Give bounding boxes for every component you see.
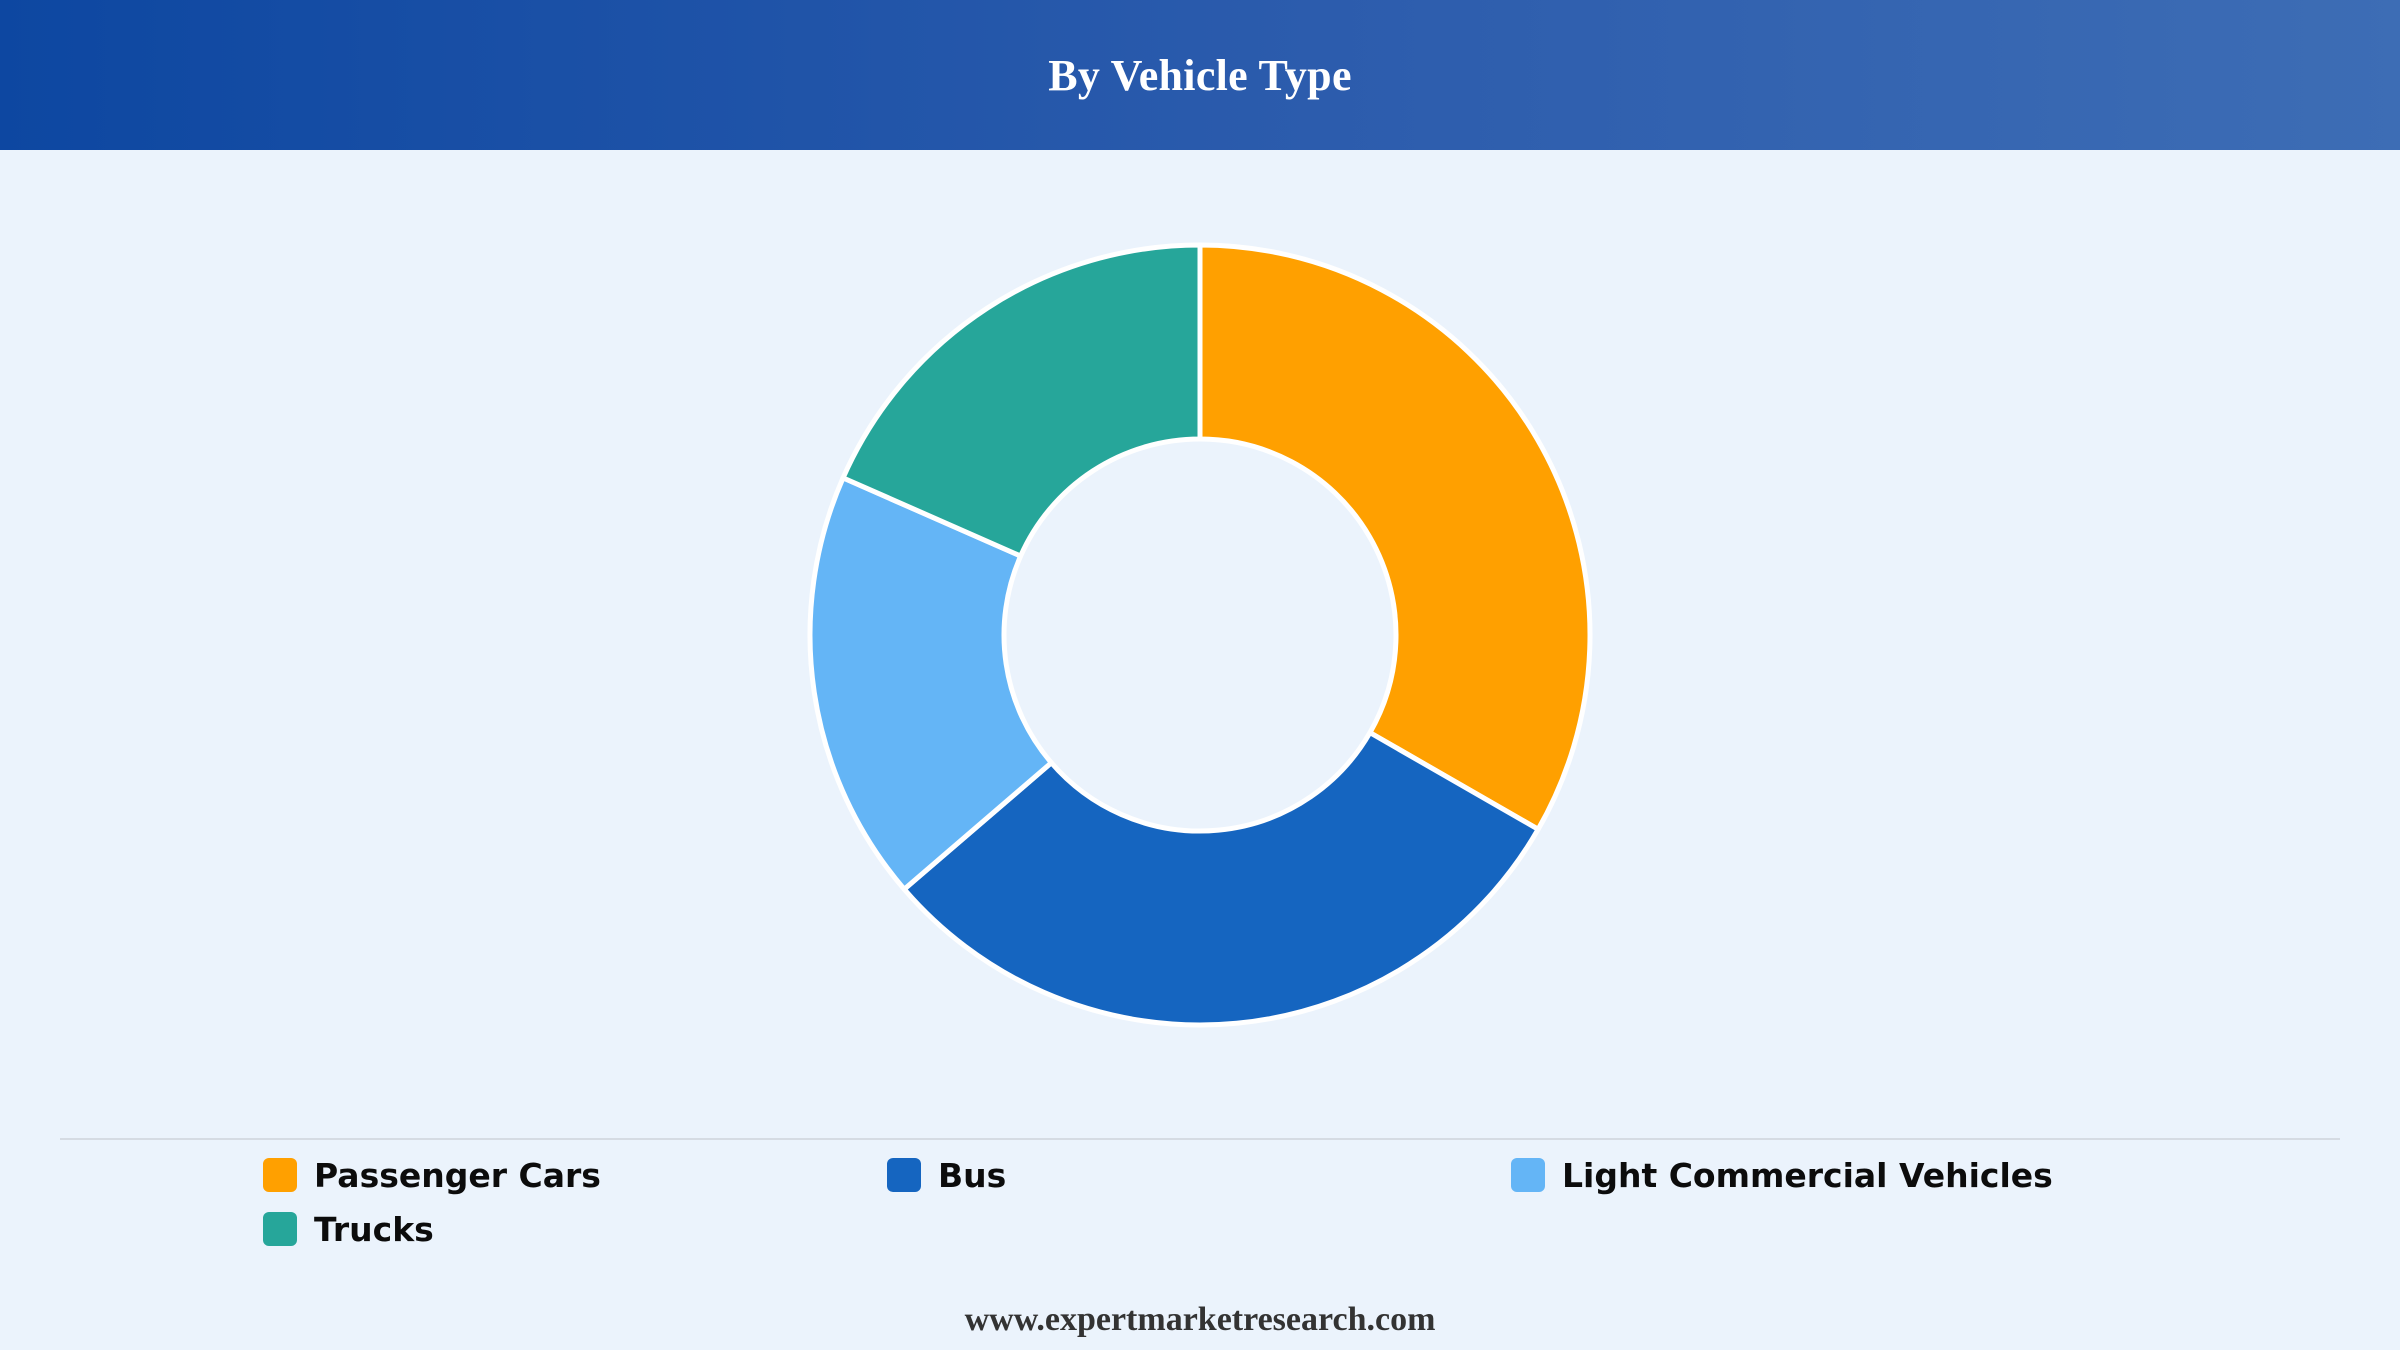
legend-swatch-bus [887, 1158, 921, 1192]
chart-title: By Vehicle Type [1048, 50, 1352, 100]
legend-item-light-commercial-vehicles[interactable]: Light Commercial Vehicles [1511, 1150, 2053, 1200]
legend-label: Light Commercial Vehicles [1562, 1155, 2053, 1195]
chart-header: By Vehicle Type [0, 0, 2400, 150]
legend-label: Trucks [314, 1209, 434, 1249]
legend-swatch-passenger-cars [263, 1158, 297, 1192]
donut-chart [807, 242, 1593, 1028]
footer: www.expertmarketresearch.com [0, 1290, 2400, 1350]
chart-area [0, 150, 2400, 1135]
legend-divider [60, 1138, 2340, 1140]
chart-legend: Passenger Cars Bus Light Commercial Vehi… [0, 1150, 2400, 1270]
slice-passenger-cars[interactable] [1197, 242, 1593, 832]
slice-light-commercial-vehicles[interactable] [807, 475, 1054, 892]
legend-item-passenger-cars[interactable]: Passenger Cars [263, 1150, 601, 1200]
legend-swatch-trucks [263, 1212, 297, 1246]
slice-trucks[interactable] [840, 242, 1203, 559]
legend-swatch-light-commercial-vehicles [1511, 1158, 1545, 1192]
donut-slices [807, 242, 1593, 1028]
legend-label: Passenger Cars [314, 1155, 601, 1195]
legend-label: Bus [938, 1155, 1007, 1195]
slice-bus[interactable] [901, 730, 1541, 1028]
source-url[interactable]: www.expertmarketresearch.com [964, 1301, 1436, 1338]
legend-item-bus[interactable]: Bus [887, 1150, 1006, 1200]
legend-item-trucks[interactable]: Trucks [263, 1204, 434, 1254]
